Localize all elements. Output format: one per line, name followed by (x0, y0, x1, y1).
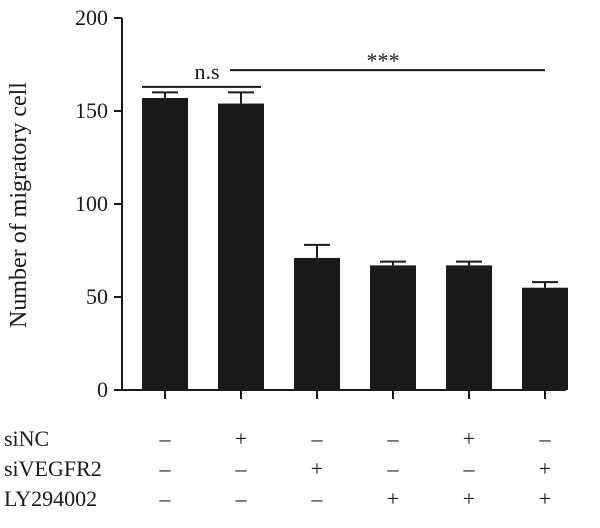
condition-mark: + (539, 486, 551, 511)
condition-mark: – (387, 456, 400, 481)
condition-mark: + (463, 426, 475, 451)
condition-mark: – (235, 456, 248, 481)
y-tick-label: 0 (97, 377, 108, 402)
y-tick-label: 200 (75, 5, 108, 30)
significance-label: n.s (194, 59, 219, 84)
bar (522, 287, 568, 390)
condition-mark: + (539, 456, 551, 481)
bar (446, 265, 492, 390)
condition-mark: – (159, 486, 172, 511)
condition-label: LY294002 (4, 486, 97, 511)
y-tick-label: 150 (75, 98, 108, 123)
condition-label: siVEGFR2 (4, 456, 102, 481)
condition-mark: – (159, 456, 172, 481)
bar (294, 257, 340, 390)
condition-mark: – (311, 486, 324, 511)
condition-mark: – (463, 456, 476, 481)
condition-mark: + (387, 486, 399, 511)
condition-mark: – (311, 426, 324, 451)
condition-mark: – (539, 426, 552, 451)
condition-label: siNC (4, 426, 49, 451)
bar (142, 97, 188, 390)
condition-mark: + (235, 426, 247, 451)
condition-mark: + (311, 456, 323, 481)
bar (218, 103, 264, 390)
y-tick-label: 50 (86, 284, 108, 309)
condition-mark: – (159, 426, 172, 451)
condition-mark: + (463, 486, 475, 511)
significance-label: *** (367, 48, 400, 73)
y-tick-label: 100 (75, 191, 108, 216)
condition-mark: – (235, 486, 248, 511)
bar (370, 265, 416, 390)
condition-mark: – (387, 426, 400, 451)
plot-area: 0 50 100 150 200 n.s *** siNC – + – – + – siVEGFR2 – – + –… (4, 5, 568, 511)
y-axis-label: Number of migratory cell (6, 82, 32, 328)
